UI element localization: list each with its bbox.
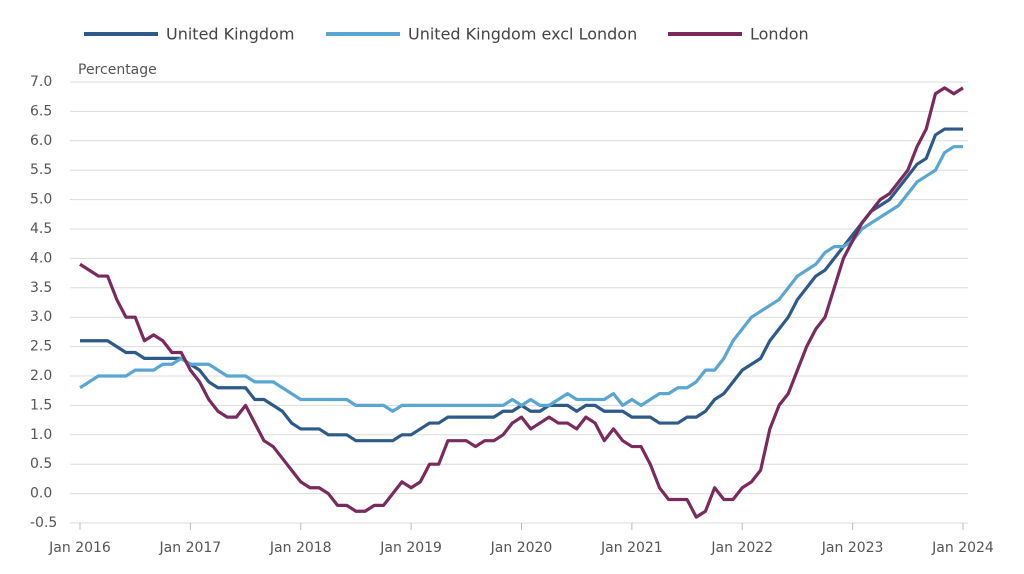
y-tick-label: 6.5 [30, 103, 52, 119]
legend-label: London [750, 25, 809, 44]
y-tick-label: 0.0 [30, 486, 52, 502]
y-tick-label: 3.5 [30, 280, 52, 296]
x-tick-label: Jan 2020 [490, 540, 553, 556]
x-tick-label: Jan 2018 [269, 540, 332, 556]
x-tick-label: Jan 2019 [379, 540, 442, 556]
y-tick-label: 1.0 [30, 427, 52, 443]
series-line [80, 127, 963, 443]
y-tick-label: 1.5 [30, 397, 52, 413]
x-tick-label: Jan 2017 [159, 540, 222, 556]
x-tick-label: Jan 2021 [600, 540, 663, 556]
x-tick-label: Jan 2024 [931, 540, 994, 556]
series-line [79, 86, 964, 519]
y-tick-label: 4.0 [30, 250, 52, 266]
y-tick-label: 4.5 [30, 221, 52, 237]
series-line [79, 145, 963, 413]
x-tick-label: Jan 2023 [821, 540, 884, 556]
y-tick-label: 5.5 [30, 162, 52, 178]
y-tick-label: 3.0 [30, 309, 52, 325]
y-tick-label: 2.0 [30, 368, 52, 384]
legend-label: United Kingdom excl London [408, 25, 637, 44]
y-tick-label: 5.0 [30, 192, 52, 208]
y-tick-label: 6.0 [30, 133, 52, 149]
y-tick-label: -0.5 [30, 515, 57, 531]
x-tick-label: Jan 2016 [48, 540, 111, 556]
y-tick-label: 0.5 [30, 456, 52, 472]
legend-label: United Kingdom [166, 25, 294, 44]
y-tick-label: 2.5 [30, 339, 52, 355]
y-axis-label: Percentage [78, 62, 157, 78]
y-tick-label: 7.0 [30, 74, 52, 90]
x-tick-label: Jan 2022 [710, 540, 773, 556]
